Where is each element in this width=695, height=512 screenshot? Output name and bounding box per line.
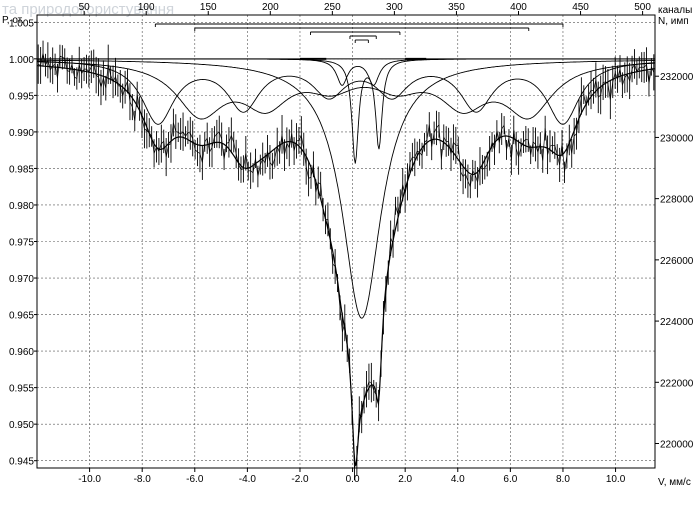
x-tick-label: 6.0	[503, 474, 517, 485]
component-curve-3	[37, 59, 655, 319]
right-tick-label: 232000	[660, 72, 694, 83]
y-tick-label: 0.945	[9, 457, 34, 468]
y-tick-label: 0.960	[9, 347, 34, 358]
y-tick-label: 0.990	[9, 128, 34, 139]
y-tick-label: 0.985	[9, 164, 34, 175]
top-tick-label: 500	[634, 2, 651, 13]
top-tick-label: 50	[79, 2, 91, 13]
x-tick-label: -6.0	[186, 474, 204, 485]
y-tick-label: 0.980	[9, 201, 34, 212]
x-tick-label: 4.0	[451, 474, 465, 485]
x-tick-label: -4.0	[239, 474, 257, 485]
right-tick-label: 230000	[660, 133, 694, 144]
y-tick-label: 0.970	[9, 274, 34, 285]
right-axis-name: N, имп	[658, 16, 689, 27]
top-tick-label: 350	[448, 2, 465, 13]
y-tick-label: 0.975	[9, 238, 34, 249]
y-axis-name: Р, от.	[2, 15, 24, 26]
total-fit-curve	[36, 65, 656, 466]
x-tick-label: 0.0	[346, 474, 360, 485]
x-tick-label: 2.0	[398, 474, 412, 485]
watermark-text: та природокористування	[2, 1, 174, 18]
x-tick-label: 10.0	[606, 474, 626, 485]
top-tick-label: 100	[138, 2, 155, 13]
experimental-trace	[38, 53, 655, 469]
top-tick-label: 300	[386, 2, 403, 13]
x-axis-name: V, мм/с	[658, 477, 691, 488]
right-tick-label: 228000	[660, 195, 694, 206]
y-tick-label: 1.000	[9, 55, 34, 66]
right-tick-label: 220000	[660, 440, 694, 451]
y-tick-label: 0.950	[9, 420, 34, 431]
x-tick-label: -8.0	[134, 474, 152, 485]
right-tick-label: 226000	[660, 256, 694, 267]
component-curve-1	[37, 60, 656, 125]
top-tick-label: 150	[200, 2, 217, 13]
top-axis-name: каналы	[658, 5, 692, 16]
y-tick-label: 0.965	[9, 311, 34, 322]
top-tick-label: 250	[324, 2, 341, 13]
grid	[37, 15, 655, 468]
component-curve-5	[37, 58, 655, 86]
y-tick-label: 0.955	[9, 384, 34, 395]
marker-bars	[154, 23, 564, 43]
top-tick-label: 200	[262, 2, 279, 13]
x-tick-label: 8.0	[556, 474, 570, 485]
axis-ticks: -10.0 -8.0 -6.0 -4.0 -2.0 0.0 2.0 4.0 6.0 8.0 10.0…	[9, 2, 694, 485]
y-tick-label: 0.995	[9, 91, 34, 102]
x-tick-label: -10.0	[78, 474, 101, 485]
right-tick-label: 222000	[660, 378, 694, 389]
top-tick-label: 400	[510, 2, 527, 13]
x-tick-label: -2.0	[291, 474, 309, 485]
top-tick-label: 450	[572, 2, 589, 13]
experimental-data	[37, 40, 655, 481]
right-tick-label: 224000	[660, 317, 694, 328]
component-curve-2	[36, 61, 655, 120]
y-tick-label: 1.005	[9, 18, 34, 29]
